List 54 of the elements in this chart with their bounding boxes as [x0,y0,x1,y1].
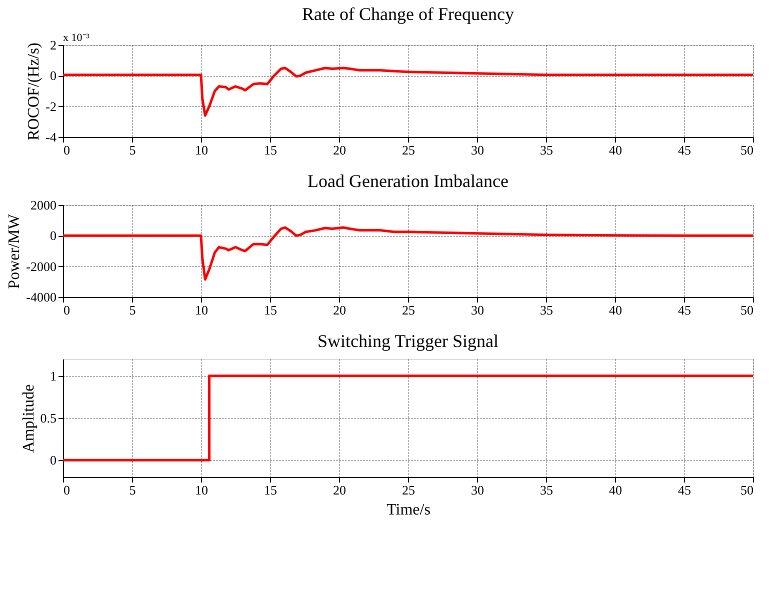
x-tick-label: 5 [129,142,136,158]
x-tick-label: 45 [678,482,691,498]
y-tick-label: 0.5 [40,410,56,426]
x-tick-label: 25 [402,302,415,318]
x-tick-label: 20 [333,142,346,158]
chart-title: Load Generation Imbalance [308,171,508,191]
y-tick-label: 2000 [30,198,56,212]
y-axis-title: ROCOF/(Hz/s) [26,42,43,140]
y-tick-label: -4000 [26,290,56,304]
x-tick-label: 15 [264,302,277,318]
x-tick-label: 50 [740,482,754,498]
y-axis-title: Power/MW [6,213,24,289]
x-tick-label: 25 [402,142,415,158]
x-axis-title: Time/s [386,502,430,518]
y-tick-label: 0 [50,68,56,84]
x-tick-label: 50 [740,302,754,318]
chart-title: Switching Trigger Signal [317,331,499,351]
y-tick-label: 0 [50,452,56,468]
x-tick-label: 20 [333,302,346,318]
y-tick-label: 2 [50,38,56,52]
text: x 10⁻³ [63,32,90,44]
x-tick-label: 40 [609,482,622,498]
x-tick-label: 35 [540,302,553,318]
x-tick-label: 15 [264,482,277,498]
y-tick-label: -4 [46,130,57,144]
x-tick-label: 45 [678,142,691,158]
x-tick-label: 15 [264,142,277,158]
x-tick-label: 20 [333,482,346,498]
y-tick-label: 1 [50,368,56,384]
y-tick-label: -2000 [26,258,56,274]
line-series [62,66,754,117]
y-axis-title: Amplitude [20,384,38,453]
x-tick-label: 40 [609,142,622,158]
x-tick-label: 0 [64,302,70,318]
x-tick-label: 30 [471,482,484,498]
x-tick-label: 30 [471,302,484,318]
x-tick-label: 0 [64,482,70,498]
chart-title: Rate of Change of Frequency [302,4,514,24]
x-tick-label: 10 [195,482,208,498]
y-tick-label: -2 [46,98,56,114]
x-tick-label: 5 [129,482,136,498]
x-tick-label: 25 [402,482,415,498]
x-tick-label: 45 [678,302,691,318]
x-tick-label: 5 [129,302,136,318]
x-tick-label: 35 [540,142,553,158]
x-tick-label: 35 [540,482,553,498]
x-tick-label: 0 [64,142,70,158]
x-tick-label: 10 [195,142,208,158]
line-series [62,226,754,281]
y-tick-label: 0 [50,228,56,244]
x-tick-label: 40 [609,302,622,318]
x-tick-label: 30 [471,142,484,158]
x-tick-label: 10 [195,302,208,318]
x-tick-label: 50 [740,142,754,158]
